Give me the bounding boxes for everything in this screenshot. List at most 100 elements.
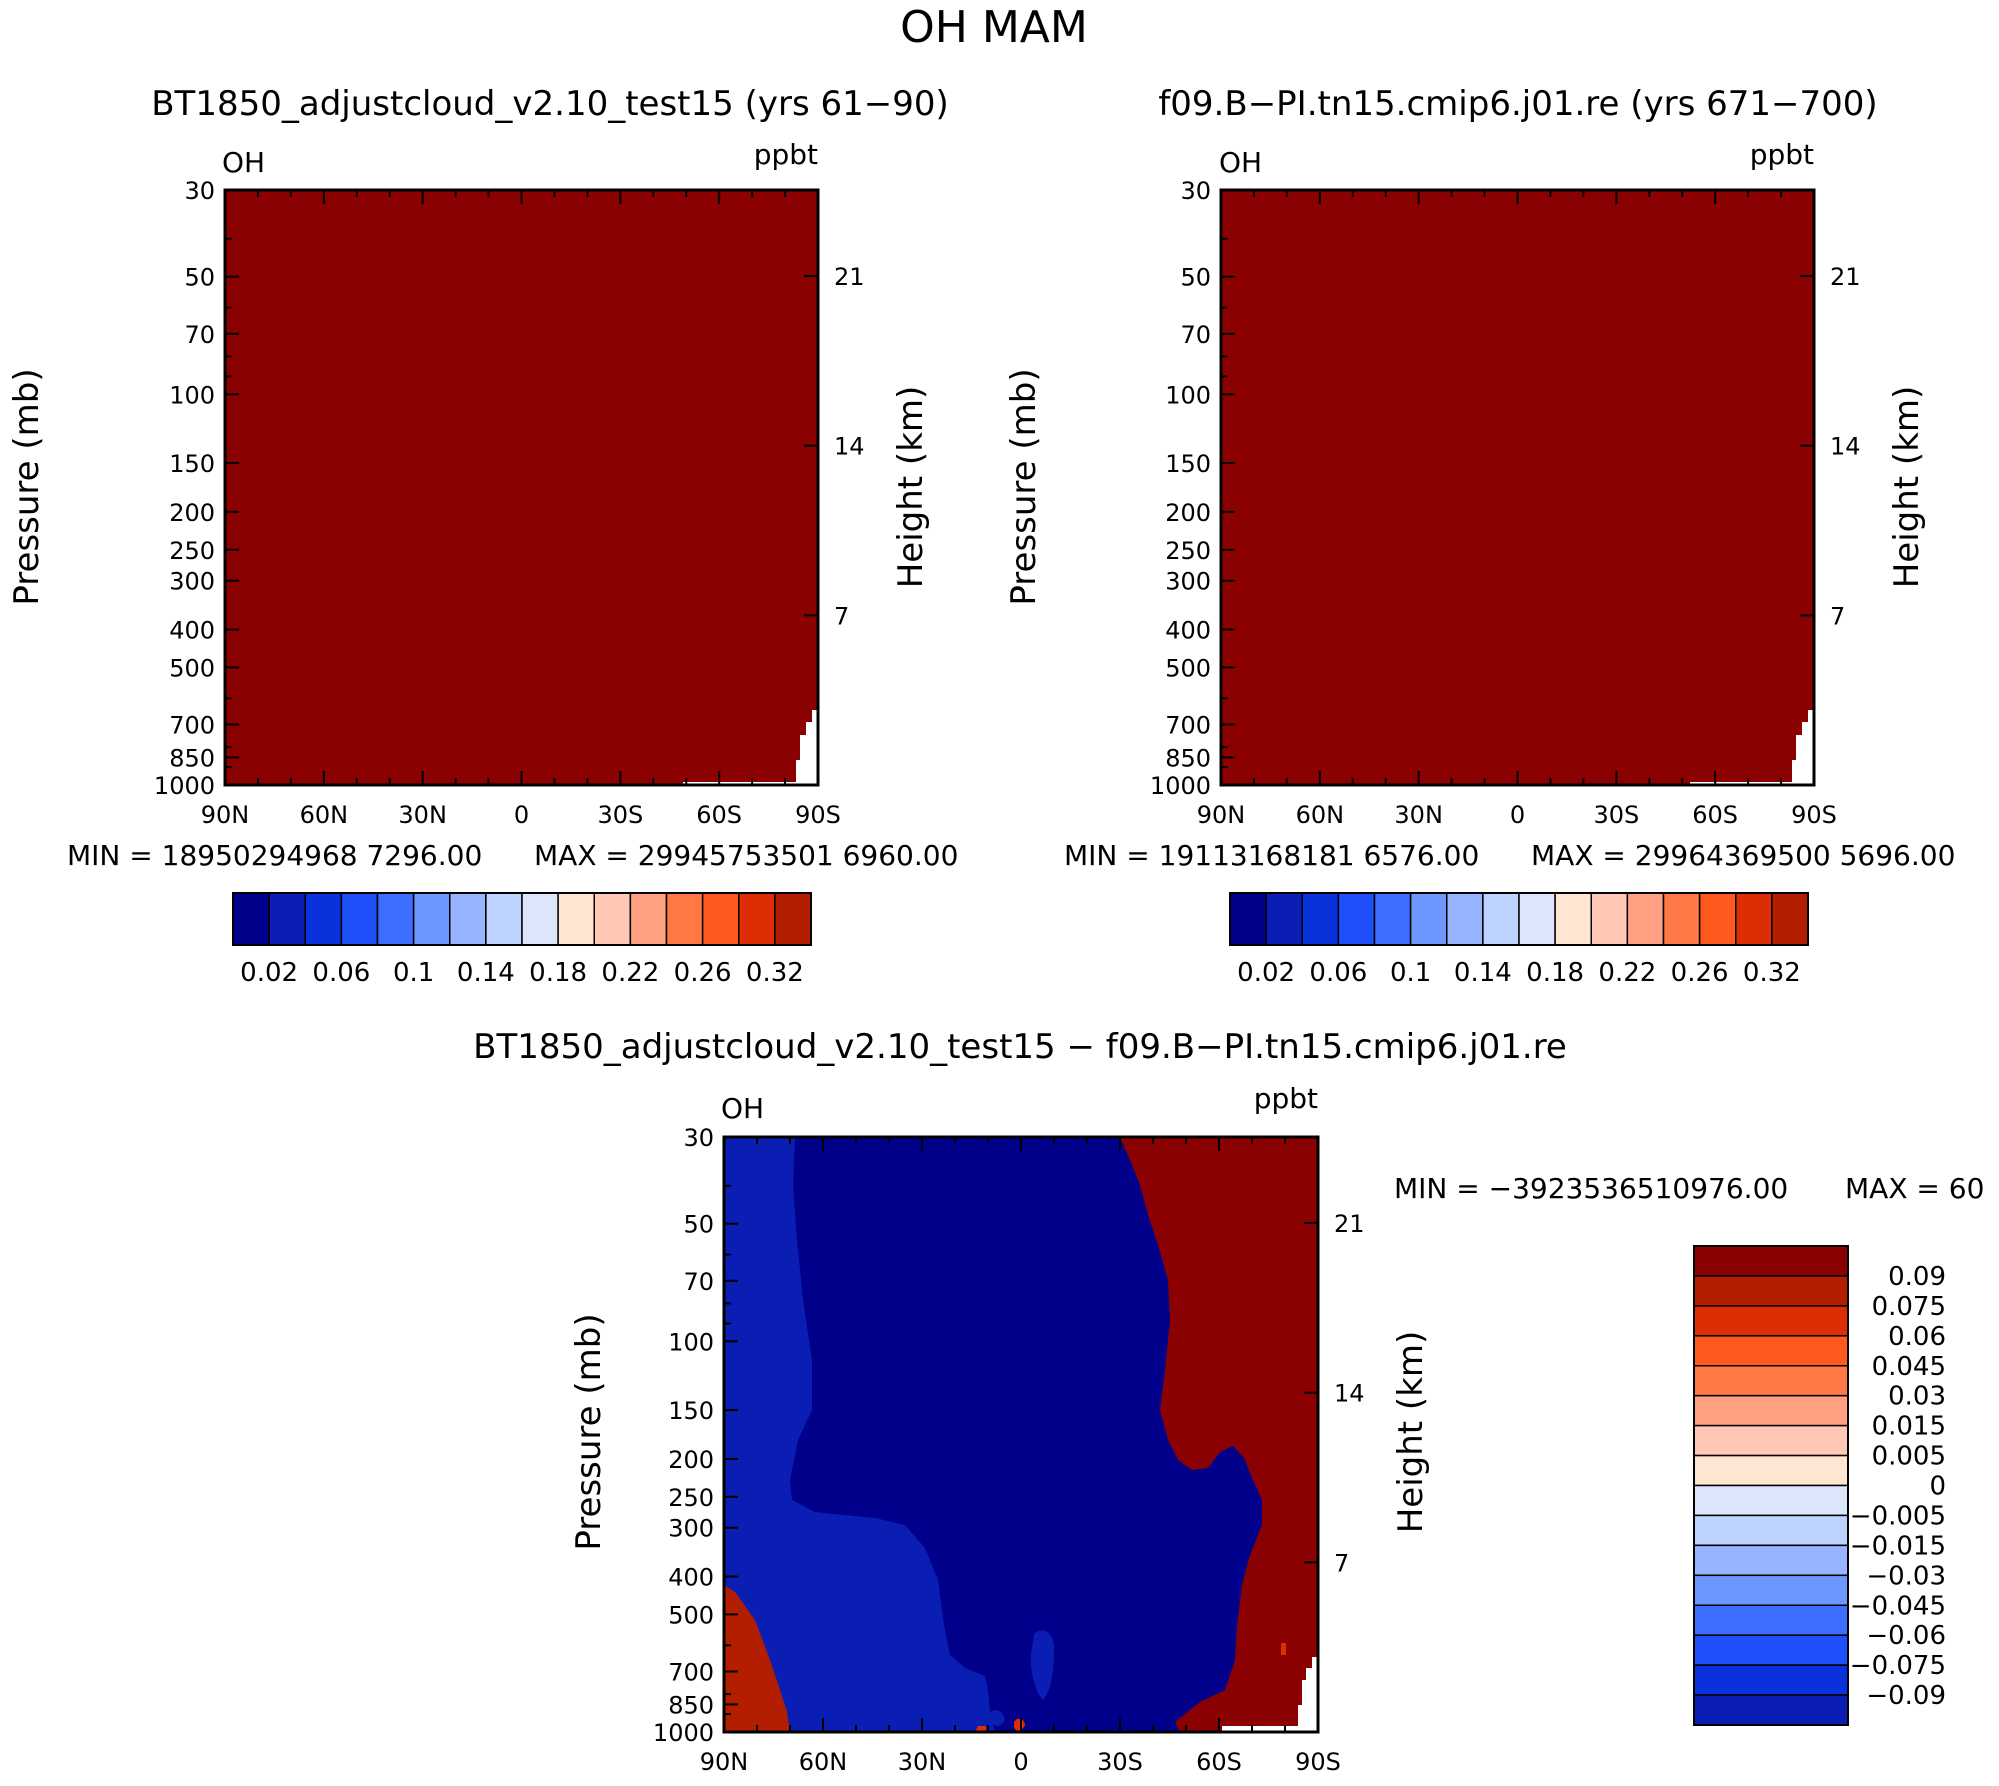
panel-left-variable-label: OH [222, 146, 265, 179]
colorbar-label: 0.06 [312, 958, 370, 988]
x-tick-label: 60S [1196, 1748, 1242, 1776]
y-tick-label: 300 [169, 568, 215, 596]
colorbar-box [1693, 1664, 1849, 1696]
y-tick-label: 150 [1165, 450, 1211, 478]
y-tick-label: 70 [184, 321, 215, 349]
panel-left-title: BT1850_adjustcloud_v2.10_test15 (yrs 61−… [151, 84, 949, 124]
panel-left-field [225, 190, 818, 785]
x-tick-label: 90S [1791, 801, 1837, 829]
panel-right-variable-label: OH [1219, 146, 1262, 179]
panel-right-y-label: Pressure (mb) [1004, 368, 1044, 605]
panel-diff: BT1850_adjustcloud_v2.10_test15 − f09.B−… [473, 1027, 1984, 1776]
y-tick-label: 300 [1165, 568, 1211, 596]
panel-left-colorbar: 0.02 0.06 0.1 0.14 0.18 0.22 0.26 0.32 [232, 892, 812, 988]
colorbar-box [593, 892, 632, 946]
diff-region-blue-blob-small [990, 1710, 1005, 1726]
colorbar-box [521, 892, 559, 946]
colorbar-label: 0.02 [1237, 958, 1295, 988]
colorbar-box [1693, 1634, 1849, 1666]
colorbar-box [1693, 1275, 1849, 1307]
colorbar-box [304, 892, 343, 946]
colorbar-label: 0.32 [1743, 958, 1801, 988]
colorbar-box [1693, 1424, 1849, 1457]
colorbar-box [1693, 1245, 1849, 1277]
panel-diff-y2-label: Height (km) [1391, 1331, 1431, 1534]
y-tick-label: 500 [169, 654, 215, 682]
y2-tick-label: 21 [834, 263, 865, 291]
colorbar-box [1693, 1394, 1849, 1427]
colorbar-label: 0.26 [674, 958, 732, 988]
x-tick-label: 30S [1097, 1748, 1143, 1776]
colorbar-label: 0.06 [1888, 1322, 1946, 1352]
panel-diff-y-label: Pressure (mb) [569, 1313, 609, 1550]
colorbar-box [1518, 892, 1556, 946]
colorbar-label: 0.22 [601, 958, 659, 988]
y-tick-label: 150 [169, 450, 215, 478]
colorbar-box [1662, 892, 1701, 946]
panel-diff-title: BT1850_adjustcloud_v2.10_test15 − f09.B−… [473, 1027, 1567, 1067]
y-tick-label: 850 [169, 744, 215, 772]
colorbar-label: 0.02 [240, 958, 298, 988]
colorbar-box [449, 892, 487, 946]
colorbar-box [232, 892, 270, 946]
y-tick-label: 50 [683, 1211, 714, 1239]
y-tick-label: 250 [169, 537, 215, 565]
x-tick-label: 60S [1692, 801, 1738, 829]
colorbar-box [1446, 892, 1484, 946]
colorbar-box [1554, 892, 1592, 946]
colorbar-box [1735, 892, 1773, 946]
x-tick-label: 0 [1510, 801, 1525, 829]
panel-right-y2-label: Height (km) [1887, 386, 1927, 589]
y-tick-label: 1000 [653, 1719, 714, 1747]
x-tick-label: 90S [795, 801, 841, 829]
x-tick-label: 60S [696, 801, 742, 829]
y-tick-label: 1000 [154, 772, 215, 800]
panel-diff-colorbar: 0.090.0750.060.0450.030.0150.0050−0.005−… [1693, 1245, 1946, 1726]
colorbar-label: 0 [1929, 1472, 1946, 1502]
colorbar-box [1693, 1305, 1849, 1337]
colorbar-box [665, 892, 704, 946]
panel-left-missing-region [683, 710, 818, 785]
panel-right-max: MAX = 29964369500 5696.00 [1531, 839, 1955, 872]
colorbar-label: 0.18 [529, 958, 587, 988]
colorbar-box [629, 892, 668, 946]
diff-region-red-patch-3 [1281, 1643, 1286, 1655]
x-tick-label: 90N [201, 801, 250, 829]
panel-diff-variable-label: OH [721, 1092, 764, 1125]
colorbar-box [1693, 1454, 1849, 1487]
panel-diff-x-axis: 90N 60N 30N 0 30S 60S 90S [700, 1137, 1341, 1776]
panel-left-max: MAX = 29945753501 6960.00 [534, 839, 958, 872]
diff-region-blue-blob [1030, 1630, 1054, 1700]
y-tick-label: 300 [668, 1515, 714, 1543]
y-tick-label: 30 [1180, 177, 1211, 205]
diff-region-red-north [724, 1585, 790, 1732]
colorbar-label: 0.005 [1872, 1442, 1946, 1472]
colorbar-frame [1229, 892, 1809, 946]
y2-tick-label: 7 [834, 602, 849, 630]
colorbar-box [557, 892, 595, 946]
colorbar-box [1482, 892, 1520, 946]
colorbar-label: −0.015 [1850, 1531, 1946, 1561]
y-tick-label: 30 [683, 1124, 714, 1152]
colorbar-box [774, 892, 812, 946]
y-tick-label: 150 [668, 1397, 714, 1425]
y-tick-label: 30 [184, 177, 215, 205]
colorbar-box [1693, 1574, 1849, 1606]
panel-diff-min: MIN = −3923536510976.00 [1394, 1172, 1788, 1205]
colorbar-box [340, 892, 379, 946]
x-tick-label: 60N [1296, 801, 1345, 829]
colorbar-box [1698, 892, 1737, 946]
x-tick-label: 0 [1013, 1748, 1028, 1776]
panel-left-x-axis: 90N 60N 30N 0 30S 60S 90S [201, 190, 841, 829]
colorbar-box [1693, 1365, 1849, 1397]
colorbar-box [1693, 1694, 1849, 1726]
y-tick-label: 500 [1165, 654, 1211, 682]
panel-diff-field [724, 1137, 1318, 1732]
colorbar-box [1693, 1514, 1849, 1547]
colorbar-label: −0.005 [1850, 1501, 1946, 1531]
colorbar-box [738, 892, 776, 946]
panel-left-y2-label: Height (km) [891, 386, 931, 589]
